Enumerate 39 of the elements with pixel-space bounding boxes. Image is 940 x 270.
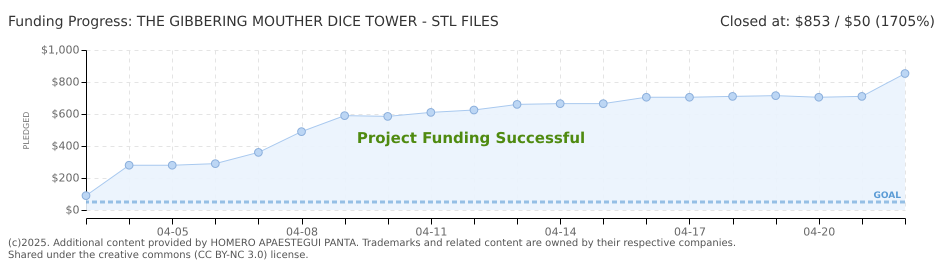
text: Shared under the creative commons (CC BY-NC 3.0) license. bbox=[8, 250, 309, 261]
chart-subtitle: Closed at: $853 / $50 (1705%) bbox=[720, 14, 935, 30]
x-tick-label: 04-11 bbox=[415, 226, 448, 238]
y-tick-label: $800 bbox=[52, 76, 80, 88]
y-tick-label: $600 bbox=[52, 108, 80, 120]
x-tick-label: 04-17 bbox=[674, 226, 706, 238]
ref-line-label: GOAL bbox=[874, 191, 902, 201]
y-tick-label: $400 bbox=[52, 140, 80, 152]
text: (c)2025. Additional content provided by HOMERO APAESTEGUI PANTA. Trademarks and related content are owned by their respective companies. bbox=[8, 238, 736, 249]
x-tick-label: 04-08 bbox=[286, 226, 318, 238]
point bbox=[168, 160, 177, 170]
point bbox=[556, 99, 565, 108]
chart-title: Funding Progress: THE GIBBERING MOUTHER DICE TOWER - STL FILES bbox=[8, 14, 499, 30]
point bbox=[254, 148, 263, 157]
point bbox=[858, 92, 866, 101]
y-axis-title: PLEDGED bbox=[22, 112, 32, 150]
point bbox=[900, 69, 910, 78]
x-tick-label: 04-20 bbox=[803, 226, 836, 238]
point bbox=[297, 127, 306, 136]
point bbox=[426, 108, 436, 117]
point bbox=[642, 92, 651, 102]
point bbox=[771, 91, 780, 100]
point bbox=[210, 159, 220, 168]
point bbox=[82, 191, 90, 200]
point bbox=[598, 99, 608, 108]
point bbox=[340, 111, 350, 120]
point bbox=[685, 92, 694, 102]
point bbox=[512, 100, 522, 109]
point bbox=[728, 92, 737, 101]
x-tick-label: 04-14 bbox=[544, 226, 577, 238]
y-tick-label: $200 bbox=[52, 172, 80, 184]
y-tick-label: $0 bbox=[66, 204, 80, 216]
annotation: Project Funding Successful bbox=[356, 129, 586, 147]
point bbox=[814, 92, 824, 102]
x-tick-label: 04-05 bbox=[156, 226, 189, 238]
point bbox=[124, 160, 134, 170]
point bbox=[383, 112, 392, 121]
point bbox=[470, 106, 478, 114]
y-tick-label: $1,000 bbox=[41, 44, 80, 56]
